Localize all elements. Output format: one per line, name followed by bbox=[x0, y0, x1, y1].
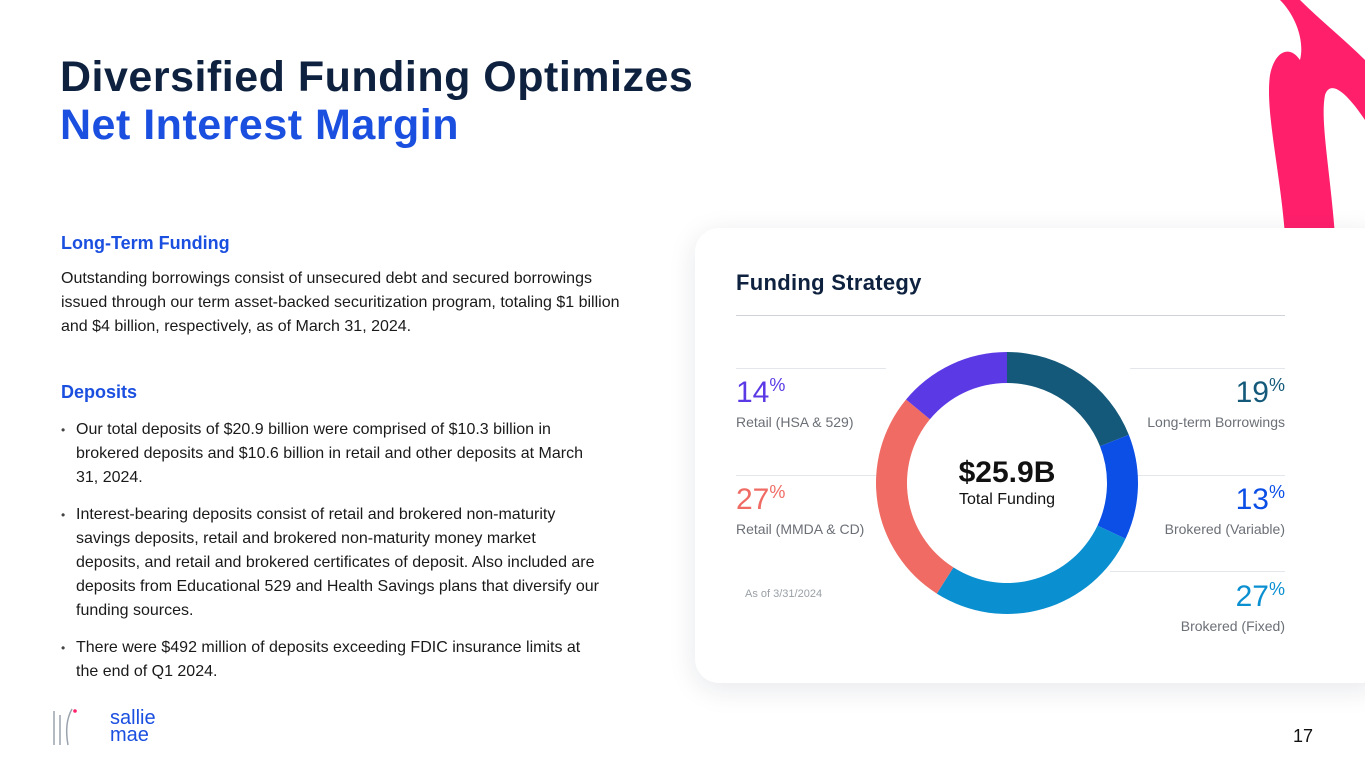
legend-divider bbox=[736, 368, 886, 369]
donut-slice-brokered-fixed bbox=[936, 525, 1126, 614]
as-of-note: As of 3/31/2024 bbox=[745, 588, 823, 600]
slice-percent-retail-mmda: 27% bbox=[736, 482, 786, 516]
slice-percent-brokered-variable: 13% bbox=[1235, 482, 1285, 516]
donut-slice-retail-mmda-cd bbox=[876, 399, 954, 594]
page-number: 17 bbox=[1292, 726, 1313, 746]
page-title-line-2: Net Interest Margin bbox=[60, 101, 459, 149]
sallie-mae-logo-icon bbox=[53, 708, 77, 746]
chart-title: Funding Strategy bbox=[736, 270, 922, 295]
deposits-bullet: Interest-bearing deposits consist of ret… bbox=[61, 503, 601, 623]
slice-label-brokered-fixed: Brokered (Fixed) bbox=[1180, 618, 1285, 634]
legend-divider bbox=[736, 475, 876, 476]
legend-divider bbox=[1130, 475, 1285, 476]
deposits-bullet: There were $492 million of deposits exce… bbox=[61, 636, 601, 684]
donut-center-total: $25.9B bbox=[958, 456, 1056, 489]
deposits-bullet: Our total deposits of $20.9 billion were… bbox=[61, 418, 601, 490]
donut-center-label: Total Funding bbox=[958, 491, 1056, 508]
donut-slice-retail-hsa-529 bbox=[906, 352, 1007, 420]
deposits-heading: Deposits bbox=[61, 382, 138, 402]
funding-donut-chart bbox=[876, 352, 1138, 614]
decorative-brand-swoosh-icon bbox=[1268, 0, 1365, 235]
slice-percent-retail-hsa: 14% bbox=[736, 375, 786, 409]
slice-label-long-term-borrowings: Long-term Borrowings bbox=[1147, 414, 1285, 430]
deposits-bullet-list: Our total deposits of $20.9 billion were… bbox=[61, 418, 601, 697]
legend-divider bbox=[1130, 368, 1285, 369]
long-term-funding-heading: Long-Term Funding bbox=[61, 233, 230, 253]
slice-percent-long-term-borrowings: 19% bbox=[1235, 375, 1285, 409]
donut-slice-long-term-borrowings bbox=[1007, 352, 1129, 447]
slice-label-retail-hsa: Retail (HSA & 529) bbox=[736, 414, 854, 430]
slice-label-brokered-variable: Brokered (Variable) bbox=[1164, 521, 1285, 537]
legend-divider bbox=[1110, 571, 1285, 572]
slice-label-retail-mmda: Retail (MMDA & CD) bbox=[736, 521, 865, 537]
long-term-funding-body: Outstanding borrowings consist of unsecu… bbox=[61, 270, 620, 335]
chart-title-divider bbox=[736, 315, 1285, 316]
donut-slice-brokered-variable bbox=[1097, 434, 1138, 539]
page-title-line-1: Diversified Funding Optimizes bbox=[60, 53, 694, 101]
logo-text-sallie: sallie bbox=[110, 707, 156, 729]
slice-percent-brokered-fixed: 27% bbox=[1235, 579, 1285, 613]
logo-text-mae: mae bbox=[110, 724, 149, 746]
